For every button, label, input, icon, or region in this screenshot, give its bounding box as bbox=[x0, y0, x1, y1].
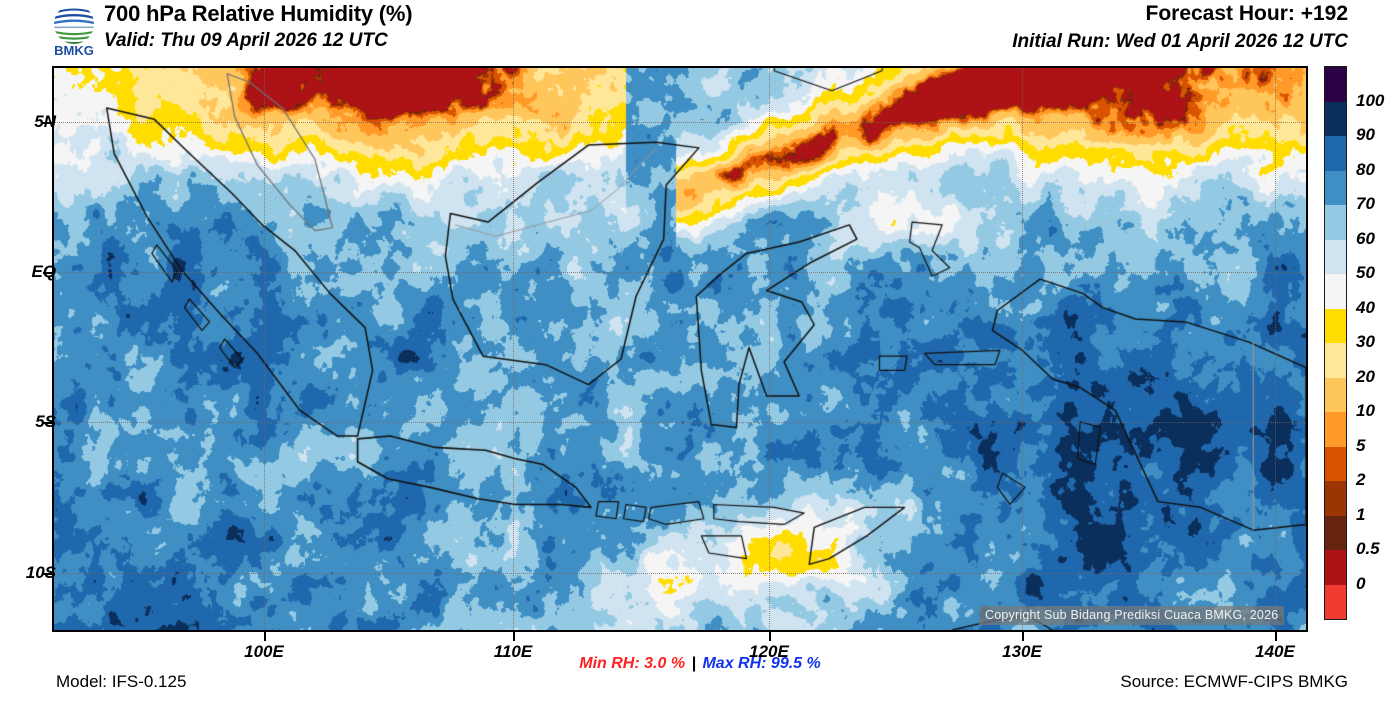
valid-time-label: Valid: Thu 09 April 2026 12 UTC bbox=[104, 30, 388, 51]
x-axis-tick bbox=[513, 632, 515, 641]
colorbar-band bbox=[1325, 170, 1346, 205]
colorbar-tick-label: 40 bbox=[1356, 297, 1375, 317]
colorbar-tick-label: 2 bbox=[1356, 470, 1366, 489]
colorbar-band bbox=[1325, 205, 1346, 240]
colorbar-tick-label: 100 bbox=[1356, 90, 1385, 110]
colorbar-tick-label: 30 bbox=[1356, 332, 1375, 351]
colorbar-band bbox=[1325, 239, 1346, 274]
y-axis-tick bbox=[43, 122, 52, 124]
colorbar-tick-label: 70 bbox=[1356, 194, 1375, 213]
y-axis-tick bbox=[43, 422, 52, 424]
colorbar-band bbox=[1325, 446, 1346, 481]
page-title: 700 hPa Relative Humidity (%) bbox=[104, 1, 413, 26]
svg-text:BMKG: BMKG bbox=[54, 43, 94, 58]
minmax-separator: | bbox=[691, 655, 697, 672]
x-axis-tick bbox=[264, 632, 266, 641]
y-axis-label-5n: 5N bbox=[34, 112, 56, 131]
colorbar-band bbox=[1325, 274, 1346, 309]
colorbar-band bbox=[1325, 550, 1346, 585]
colorbar-band bbox=[1325, 136, 1346, 171]
source-label: Source: ECMWF-CIPS BMKG bbox=[1120, 672, 1348, 691]
rh-contour-field bbox=[54, 68, 1306, 630]
colorbar-band bbox=[1325, 343, 1346, 378]
colorbar-band bbox=[1325, 101, 1346, 136]
colorbar-band bbox=[1325, 67, 1346, 102]
minmax-rh-label: Min RH: 3.0 % | Max RH: 99.5 % bbox=[579, 655, 820, 673]
colorbar-tick-label: 5 bbox=[1356, 435, 1366, 455]
bmkg-logo-icon: BMKG bbox=[54, 4, 94, 58]
max-rh-label: Max RH: bbox=[702, 655, 767, 672]
colorbar-tick-label: 1 bbox=[1356, 504, 1366, 524]
y-axis-label-eq: EQ bbox=[31, 262, 56, 281]
x-axis-label-130e: 130E bbox=[1002, 642, 1042, 661]
colorbar-band bbox=[1325, 377, 1346, 412]
max-rh-value: 99.5 % bbox=[770, 655, 821, 672]
x-axis-label-110e: 110E bbox=[493, 642, 533, 661]
colorbar-tick-label: 20 bbox=[1356, 366, 1375, 386]
colorbar-band bbox=[1325, 515, 1346, 550]
x-axis-tick bbox=[1022, 632, 1024, 641]
colorbar-band bbox=[1325, 481, 1346, 516]
y-axis-label-10s: 10S bbox=[25, 563, 56, 582]
y-axis-tick bbox=[43, 272, 52, 274]
x-axis-label-140e: 140E bbox=[1255, 642, 1295, 661]
colorbar-tick-label: 10 bbox=[1356, 401, 1375, 420]
x-axis-tick bbox=[769, 632, 771, 641]
model-label: Model: IFS-0.125 bbox=[56, 672, 187, 691]
colorbar-tick-label: 0.5 bbox=[1356, 539, 1380, 558]
colorbar-band bbox=[1325, 308, 1346, 343]
x-axis-label-100e: 100E bbox=[244, 642, 284, 661]
colorbar bbox=[1324, 66, 1347, 620]
bmkg-logo: BMKG bbox=[44, 2, 104, 58]
x-axis-tick bbox=[1275, 632, 1277, 641]
colorbar-tick-label: 50 bbox=[1356, 263, 1375, 282]
map-plot-area: Copyright Sub Bidang Prediksi Cuaca BMKG… bbox=[52, 66, 1308, 632]
y-axis-tick bbox=[43, 573, 52, 575]
min-rh-label: Min RH: bbox=[579, 655, 640, 672]
initial-run-label: Initial Run: Wed 01 April 2026 12 UTC bbox=[1012, 31, 1348, 52]
y-axis-label-5s: 5S bbox=[35, 412, 56, 431]
colorbar-tick-label: 60 bbox=[1356, 228, 1375, 248]
colorbar-band bbox=[1325, 412, 1346, 447]
colorbar-tick-label: 90 bbox=[1356, 125, 1375, 144]
colorbar-band bbox=[1325, 584, 1346, 619]
colorbar-tick-label: 0 bbox=[1356, 573, 1366, 593]
forecast-hour-label: Forecast Hour: +192 bbox=[1145, 2, 1349, 25]
chart-header: BMKG 700 hPa Relative Humidity (%) Valid… bbox=[0, 0, 1400, 60]
colorbar-tick-label: 80 bbox=[1356, 159, 1375, 179]
copyright-watermark: Copyright Sub Bidang Prediksi Cuaca BMKG… bbox=[979, 606, 1285, 625]
x-axis-label-120e: 120E bbox=[749, 642, 789, 661]
min-rh-value: 3.0 % bbox=[644, 655, 686, 672]
